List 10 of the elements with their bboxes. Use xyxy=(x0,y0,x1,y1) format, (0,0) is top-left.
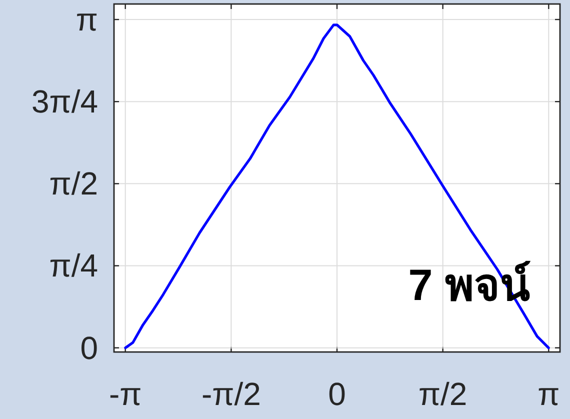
x-tick-label: -π/2 xyxy=(201,376,261,412)
x-tick-label: π xyxy=(538,376,560,412)
y-tick-label: π xyxy=(76,2,98,38)
y-tick-label: π/2 xyxy=(49,166,98,202)
y-tick-label: π/4 xyxy=(49,248,98,284)
x-tick-label: -π xyxy=(108,376,142,412)
x-tick-label: π/2 xyxy=(418,376,468,412)
x-tick-label: 0 xyxy=(328,376,346,412)
y-tick-label: 0 xyxy=(80,330,98,366)
y-tick-label: 3π/4 xyxy=(31,84,98,120)
